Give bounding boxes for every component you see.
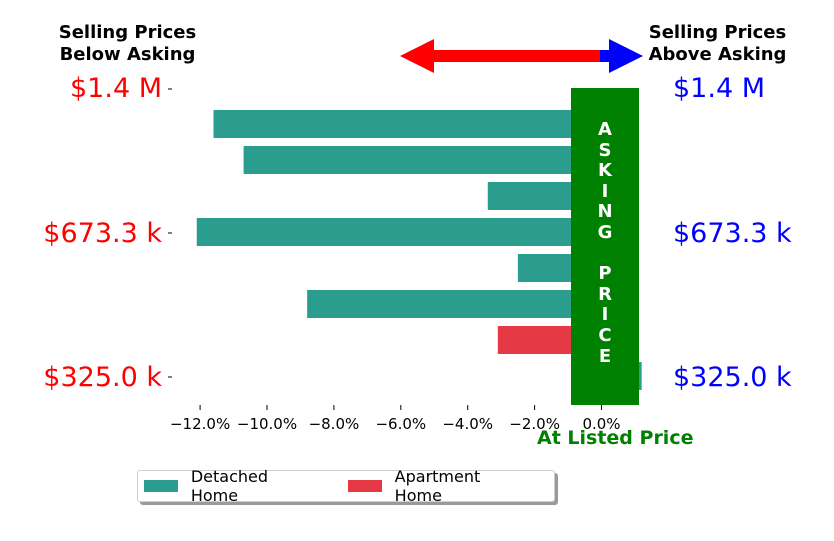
- x-tick-label: −12.0%: [170, 415, 230, 433]
- at-listed-price-label: At Listed Price: [537, 427, 694, 449]
- arrow-right-icon: [600, 39, 643, 73]
- x-axis: −12.0% −10.0% −8.0% −6.0% −4.0% −2.0% 0.0%: [170, 405, 621, 433]
- price-right-top: $1.4 M: [673, 73, 765, 104]
- asking-price-band: [571, 88, 639, 405]
- x-tick-label: 0.0%: [582, 415, 620, 433]
- legend-label-detached: Detached Home: [190, 467, 269, 505]
- price-left-bottom: $325.0 k: [43, 362, 162, 393]
- bar-detached: [213, 110, 602, 138]
- bar-detached: [196, 218, 602, 246]
- x-tick-label: −4.0%: [442, 415, 493, 433]
- price-ticks: [168, 88, 172, 378]
- legend-label-apartment: Apartment Home: [394, 467, 481, 505]
- x-tick-label: −10.0%: [237, 415, 297, 433]
- legend-swatch-detached: [144, 480, 178, 492]
- x-tick-label: −8.0%: [309, 415, 360, 433]
- legend: Detached Home Apartment Home: [137, 467, 555, 505]
- price-left-mid: $673.3 k: [43, 218, 162, 249]
- bar-group: [196, 110, 642, 390]
- legend-item-apartment: Apartment Home: [347, 467, 532, 505]
- price-left-top: $1.4 M: [70, 73, 162, 104]
- arrow-left-icon: [400, 39, 600, 73]
- legend-item-detached: Detached Home: [144, 467, 320, 505]
- legend-swatch-apartment: [347, 480, 382, 492]
- x-tick-label: −2.0%: [509, 415, 560, 433]
- direction-arrows: [400, 39, 643, 73]
- header-above-asking: Selling Prices Above Asking: [648, 22, 787, 65]
- price-right-mid: $673.3 k: [673, 218, 792, 249]
- header-below-asking: Selling Prices Below Asking: [58, 22, 197, 65]
- bar-detached: [243, 146, 602, 174]
- price-right-bottom: $325.0 k: [673, 362, 792, 393]
- bar-detached: [307, 290, 602, 318]
- asking-price-label: A S K I N G P R I C E: [597, 119, 613, 367]
- x-tick-label: −6.0%: [375, 415, 426, 433]
